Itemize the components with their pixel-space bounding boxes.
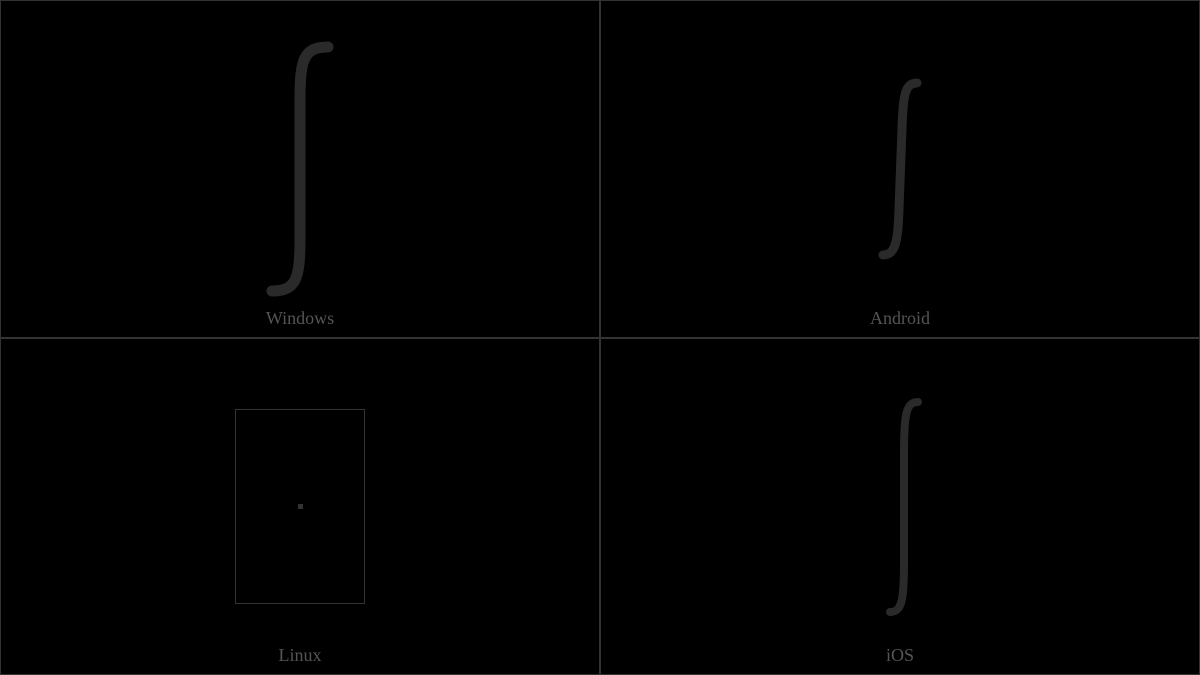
cell-windows: Windows [0,0,600,338]
glyph-area-windows [1,1,599,337]
glyph-area-linux [1,339,599,675]
placeholder-dot-linux [298,504,303,509]
label-windows: Windows [1,308,599,329]
cell-ios: iOS [600,338,1200,675]
glyph-area-android [601,1,1199,337]
integral-glyph-ios [860,386,940,626]
placeholder-box-linux [235,409,365,604]
integral-glyph-windows [240,29,360,309]
integral-path-android [883,83,917,255]
label-android: Android [601,308,1199,329]
cell-android: Android [600,0,1200,338]
cell-linux: Linux [0,338,600,675]
integral-glyph-android [855,69,945,269]
glyph-area-ios [601,339,1199,675]
label-ios: iOS [601,645,1199,666]
label-linux: Linux [1,645,599,666]
glyph-grid: Windows Android Linux iOS [0,0,1200,675]
integral-path-windows [272,47,328,291]
integral-path-ios [890,402,918,612]
